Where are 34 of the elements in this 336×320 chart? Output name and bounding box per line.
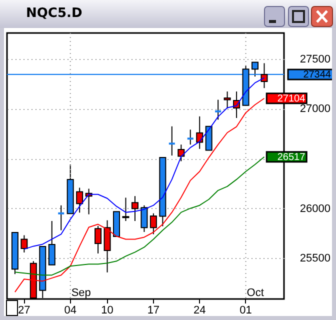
x-tick-label: 27	[18, 304, 30, 316]
x-tick-label: 24	[193, 304, 206, 316]
x-tick-label: 04	[64, 304, 76, 316]
candlestick	[186, 129, 194, 146]
y-tick-label: 27000	[300, 103, 330, 116]
candlestick	[214, 99, 222, 120]
candlestick	[48, 220, 56, 266]
candlestick	[104, 220, 111, 273]
candlestick	[178, 144, 185, 162]
candlestick	[57, 204, 66, 231]
candlestick	[150, 212, 157, 235]
ref-line-label: Sep	[71, 287, 91, 299]
candlestick	[94, 225, 102, 254]
ref-line-label: 27344	[303, 69, 332, 80]
x-tick-label: 01	[240, 304, 252, 316]
candlestick	[131, 196, 138, 222]
candlestick	[260, 62, 268, 89]
candlestick	[20, 234, 28, 253]
data-label: 27104	[277, 93, 306, 104]
candlestick	[224, 90, 231, 109]
candlestick	[205, 126, 212, 151]
x-tick-label: 17	[147, 304, 160, 316]
y-tick-label: 27500	[300, 53, 330, 66]
candlestick	[196, 116, 204, 150]
candlestick	[168, 126, 176, 156]
ref-line-label: Oct	[246, 287, 264, 299]
y-tick-label: 25500	[300, 252, 330, 265]
y-tick-label: 26000	[300, 202, 330, 215]
candlestick	[76, 187, 84, 214]
candlestick	[122, 197, 130, 222]
x-tick-label: 10	[101, 304, 114, 316]
data-label: 26517	[277, 152, 306, 163]
chart-title: NQC5.D	[26, 6, 82, 21]
candlestick	[140, 204, 148, 232]
